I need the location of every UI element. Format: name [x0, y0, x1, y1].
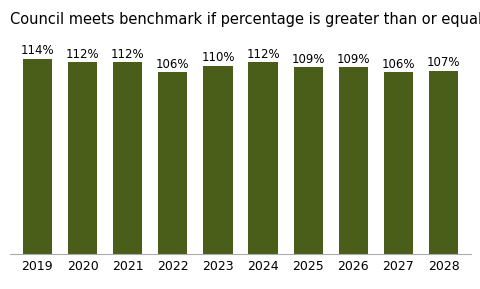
Bar [23, 59, 52, 254]
Bar [113, 62, 142, 254]
Bar [383, 73, 412, 254]
Bar [203, 66, 232, 254]
Bar [428, 71, 457, 254]
Text: 106%: 106% [156, 58, 189, 71]
Text: 112%: 112% [246, 48, 279, 61]
Bar [158, 73, 187, 254]
Bar [293, 67, 322, 254]
Bar [248, 62, 277, 254]
Text: 110%: 110% [201, 51, 234, 64]
Bar [68, 62, 97, 254]
Text: 112%: 112% [110, 48, 144, 61]
Text: 109%: 109% [336, 53, 369, 66]
Text: 114%: 114% [21, 44, 54, 57]
Text: Council meets benchmark if percentage is greater than or equal to 100%: Council meets benchmark if percentage is… [10, 12, 480, 27]
Text: 109%: 109% [291, 53, 324, 66]
Bar [338, 67, 367, 254]
Text: 106%: 106% [381, 58, 414, 71]
Text: 107%: 107% [426, 56, 459, 69]
Text: 112%: 112% [66, 48, 99, 61]
